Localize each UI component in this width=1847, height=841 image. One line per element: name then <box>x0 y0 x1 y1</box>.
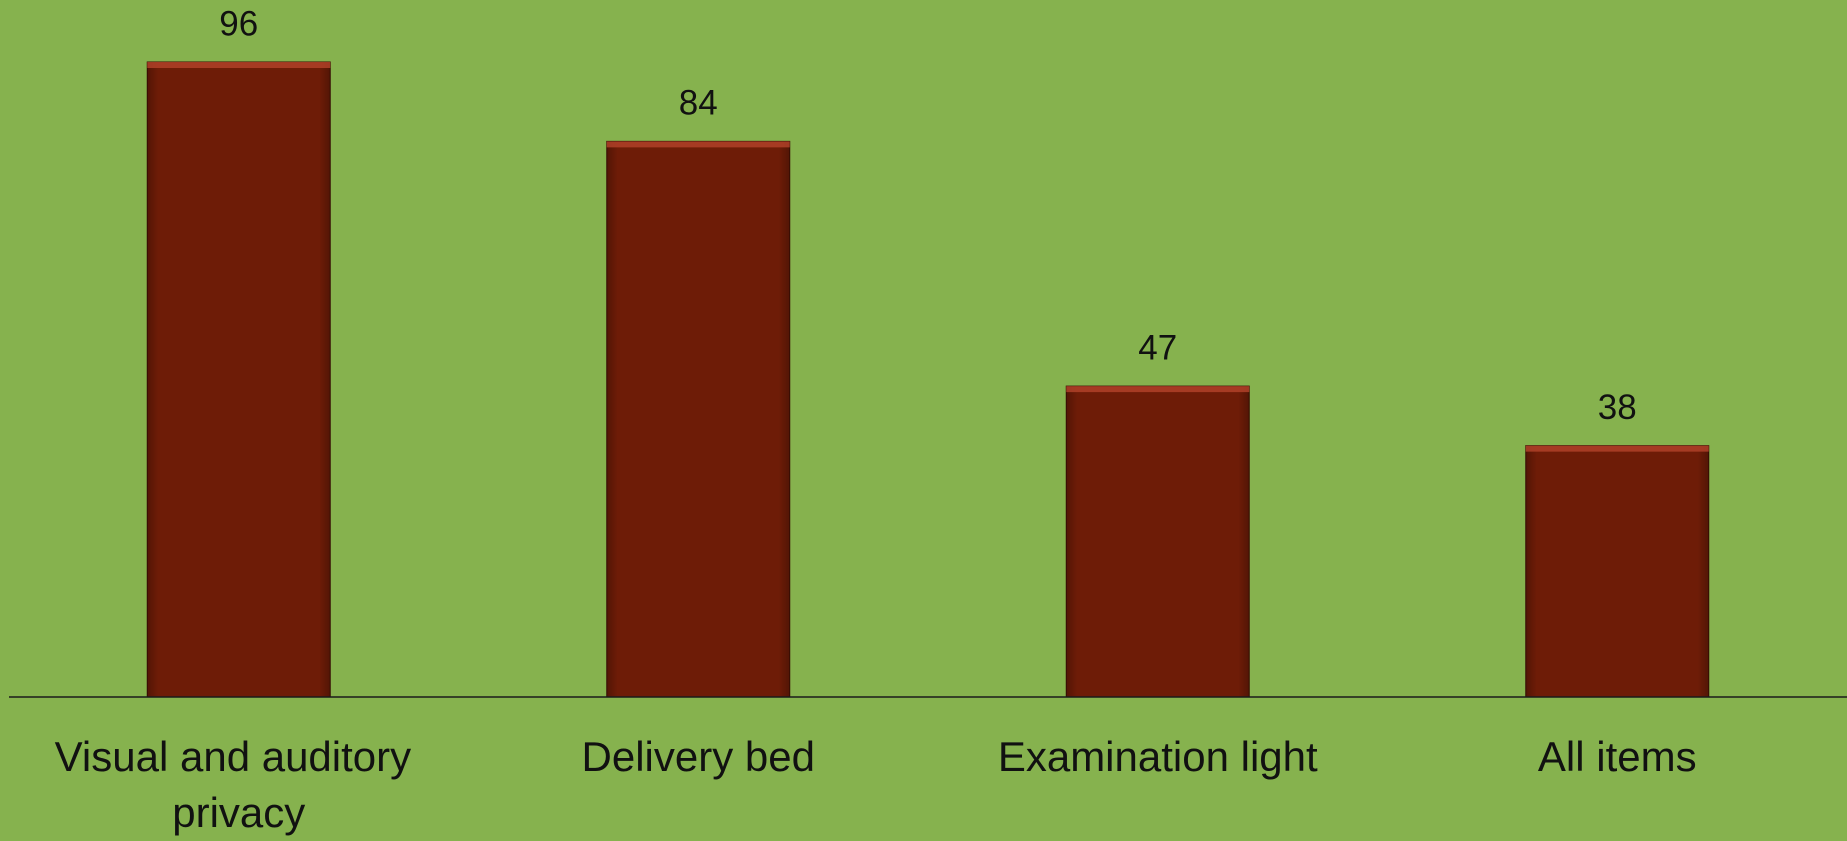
value-label: 84 <box>679 84 718 123</box>
x-tick-label: Visual and auditory privacy <box>55 733 423 836</box>
value-label: 96 <box>219 4 258 43</box>
x-tick-label: Examination light <box>998 733 1318 780</box>
bar <box>1525 445 1710 698</box>
value-label: 38 <box>1598 388 1637 427</box>
bar <box>146 61 331 698</box>
bar <box>1065 385 1250 698</box>
x-tick-label: All items <box>1538 733 1697 780</box>
x-tick-label: Delivery bed <box>582 733 815 780</box>
value-label: 47 <box>1138 328 1177 367</box>
bar <box>606 140 791 698</box>
